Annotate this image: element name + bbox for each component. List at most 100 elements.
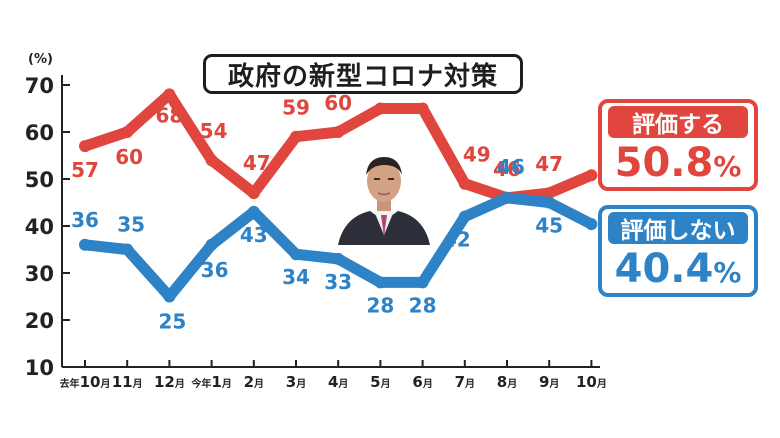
x-tick-month-char: 月: [132, 378, 143, 390]
legend-approve-label: 評価する: [608, 106, 748, 138]
x-tick-month-number: 5: [370, 373, 380, 391]
x-tick-label: 8月: [497, 373, 517, 391]
disapprove-data-label: 28: [409, 293, 437, 317]
y-tick-label: 10: [25, 356, 54, 380]
x-tick-month-number: 9: [539, 373, 549, 391]
data-label-layer: 5760685447596065654946473635253643343328…: [71, 66, 563, 334]
x-tick-month-char: 月: [99, 378, 110, 390]
approve-point: [585, 169, 598, 182]
x-tick-month-char: 月: [422, 378, 433, 390]
disapprove-data-label: 36: [71, 208, 99, 232]
legend-disapprove-value: 40.4: [614, 246, 714, 292]
disapprove-point: [543, 196, 556, 209]
disapprove-point: [205, 238, 218, 251]
x-tick-month-char: 月: [464, 378, 475, 390]
x-tick-label: 5月: [370, 373, 390, 391]
x-tick-year-prefix: 今年: [190, 377, 211, 390]
x-tick-label: 去年10月: [60, 373, 111, 391]
approve-data-label: 57: [71, 158, 99, 182]
disapprove-point: [332, 252, 345, 265]
x-tick-label: 11月: [112, 373, 143, 391]
disapprove-point: [163, 290, 176, 303]
legend-approve-value-row: 50.8%: [602, 138, 754, 192]
disapprove-data-label: 43: [240, 223, 268, 247]
approve-data-label: 60: [115, 145, 143, 169]
disapprove-point: [501, 191, 513, 204]
approve-data-label: 59: [282, 96, 310, 120]
disapprove-data-label: 45: [535, 214, 563, 238]
approve-point: [543, 187, 556, 200]
legend-approve-unit: %: [713, 150, 742, 183]
approve-point: [79, 140, 91, 153]
x-tick-month-char: 月: [337, 378, 348, 390]
series-layer: [79, 88, 598, 303]
approve-data-label: 60: [324, 91, 352, 115]
y-tick-label: 60: [25, 121, 54, 145]
x-tick-month-number: 3: [286, 373, 296, 391]
x-tick-month-number: 1: [211, 373, 221, 391]
disapprove-data-label: 35: [117, 213, 145, 237]
x-tick-month-char: 月: [221, 378, 232, 390]
x-tick-month-number: 10: [576, 373, 597, 391]
x-tick-month-char: 月: [253, 378, 264, 390]
disapprove-point: [121, 243, 134, 256]
approve-data-label: 49: [463, 143, 491, 167]
x-tick-month-char: 月: [596, 378, 607, 390]
legend-approve: 評価する 50.8%: [598, 99, 758, 191]
y-tick-label: 70: [25, 74, 54, 98]
x-tick-year-prefix: 去年: [60, 377, 80, 390]
approve-point: [374, 102, 387, 115]
disapprove-data-label: 34: [282, 265, 310, 289]
disapprove-point: [585, 218, 598, 231]
x-tick-label: 4月: [328, 373, 348, 391]
approve-point: [416, 102, 429, 115]
disapprove-data-label: 33: [324, 270, 352, 294]
legend-disapprove-value-row: 40.4%: [602, 244, 754, 298]
x-tick-month-number: 6: [412, 373, 422, 391]
x-tick-label: 9月: [539, 373, 559, 391]
approve-point: [247, 187, 260, 200]
x-tick-label: 10月: [576, 373, 607, 391]
x-tick-month-number: 12: [154, 373, 175, 391]
x-tick-month-number: 8: [497, 373, 507, 391]
chart-title: 政府の新型コロナ対策: [203, 54, 523, 94]
disapprove-data-label: 25: [158, 310, 186, 334]
x-tick-month-char: 月: [548, 378, 559, 390]
y-tick-label: 30: [25, 262, 54, 286]
approve-point: [290, 130, 302, 143]
legend-disapprove: 評価しない 40.4%: [598, 205, 758, 297]
x-tick-label: 6月: [412, 373, 432, 391]
x-tick-month-char: 月: [295, 378, 306, 390]
x-tick-month-number: 4: [328, 373, 338, 391]
disapprove-point: [374, 276, 387, 289]
x-tick-label: 2月: [244, 373, 264, 391]
approve-data-label: 46: [493, 157, 521, 181]
approve-point: [332, 126, 345, 138]
legend-disapprove-label: 評価しない: [608, 212, 748, 244]
approve-data-label: 47: [243, 151, 271, 175]
disapprove-point: [247, 205, 260, 218]
disapprove-point: [416, 276, 429, 289]
x-tick-month-char: 月: [506, 378, 517, 390]
x-tick-month-number: 2: [244, 373, 254, 391]
approve-point: [163, 88, 176, 101]
approve-data-label: 68: [155, 103, 183, 127]
x-tick-month-char: 月: [380, 378, 391, 390]
person-portrait-icon: [336, 145, 432, 245]
x-tick-label: 今年1月: [190, 373, 231, 391]
x-tick-month-char: 月: [174, 378, 185, 390]
legend-disapprove-unit: %: [713, 256, 742, 289]
approve-point: [458, 177, 471, 190]
disapprove-point: [290, 248, 302, 261]
disapprove-point: [79, 238, 91, 251]
x-tick-month-number: 10: [80, 373, 101, 391]
legend-approve-value: 50.8: [614, 140, 714, 186]
approve-point: [121, 126, 134, 138]
y-tick-label: 20: [25, 309, 54, 333]
disapprove-data-label: 36: [201, 258, 229, 282]
x-tick-label: 12月: [154, 373, 185, 391]
x-tick-month-number: 7: [455, 373, 465, 391]
